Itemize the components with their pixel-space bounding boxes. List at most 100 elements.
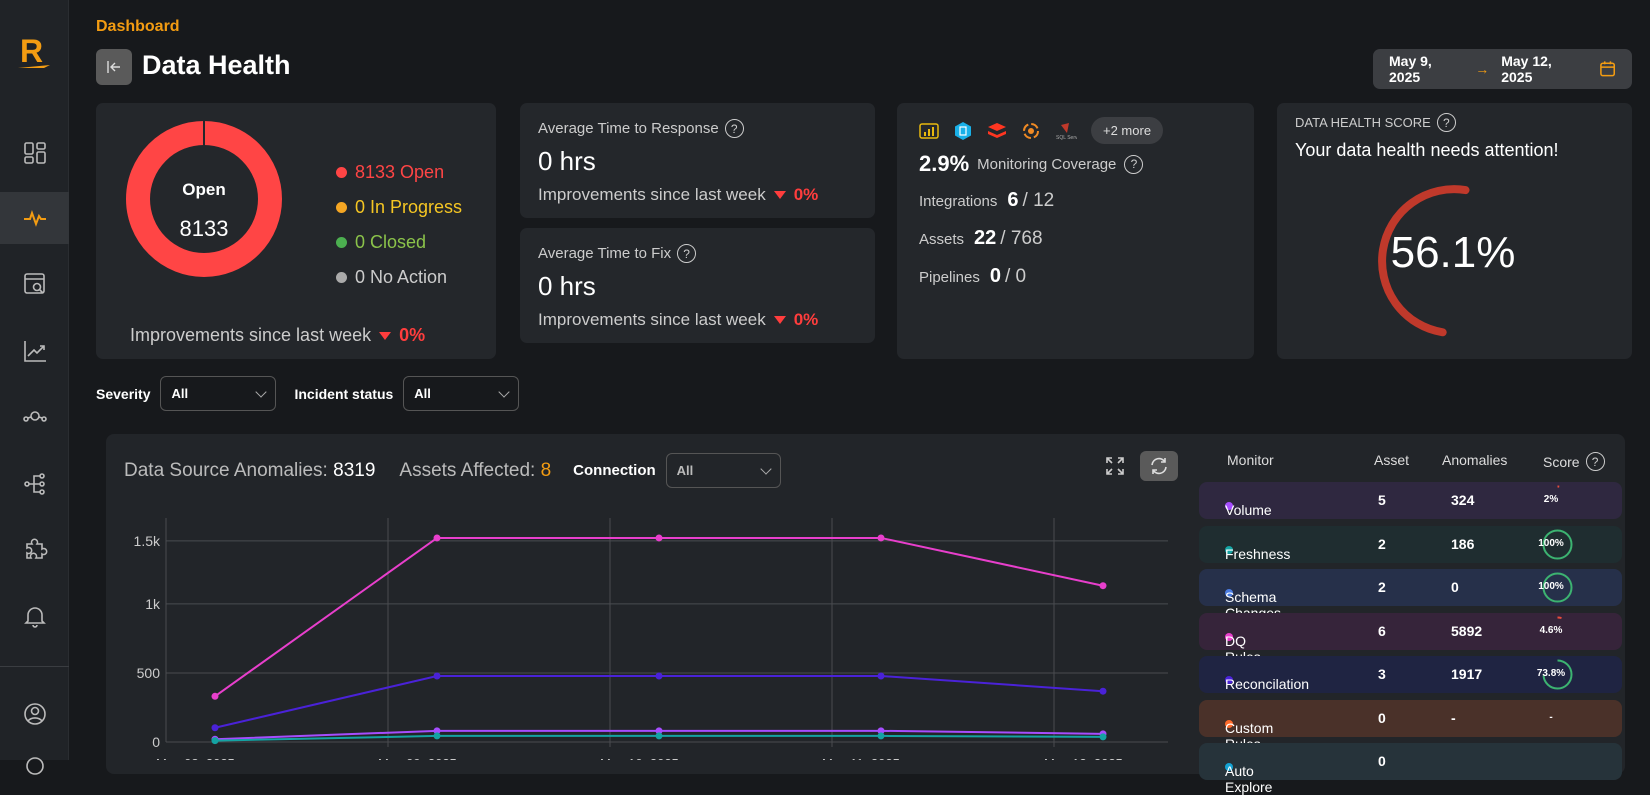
col-header-anomalies: Anomalies (1442, 452, 1508, 468)
gear-icon (25, 757, 44, 775)
legend-label: 8133 Open (355, 162, 445, 182)
browser-search-icon (23, 273, 45, 294)
sidebar: R (0, 0, 69, 775)
sidebar-item-dashboard[interactable] (0, 127, 69, 179)
help-icon[interactable]: ? (724, 119, 744, 138)
sidebar-item-settings[interactable] (0, 740, 69, 792)
monitor-label: Reconcilation (1225, 676, 1310, 692)
monitor-label: Auto Explore (1225, 763, 1273, 795)
sidebar-item-analytics[interactable] (0, 325, 69, 377)
sidebar-item-integrations[interactable] (0, 523, 69, 575)
sidebar-item-pipelines[interactable] (0, 391, 69, 443)
legend-closed[interactable]: 0 Closed (336, 232, 426, 253)
bell-icon (23, 607, 46, 628)
date-range-picker[interactable]: May 9, 2025 → May 12, 2025 (1373, 49, 1632, 89)
score-header-label: Score (1543, 453, 1580, 470)
expand-button[interactable] (1097, 451, 1133, 481)
avg-fix-card: Average Time to Fix? 0 hrs Improvements … (520, 228, 875, 343)
logo-icon[interactable]: R (14, 30, 54, 74)
y-tick-label: 0 (152, 734, 160, 750)
powerbi-icon (919, 122, 939, 139)
integrations-total: / 12 (1022, 190, 1055, 211)
improvement-value: 0% (793, 310, 819, 329)
table-row[interactable]: Custom Rules0-- (1199, 699, 1622, 752)
data-point (433, 732, 441, 740)
help-icon[interactable]: ? (1436, 113, 1456, 132)
sidebar-divider (0, 666, 69, 667)
data-point (1099, 733, 1107, 741)
table-row[interactable]: Reconcilation 3 1917 73.8% (1199, 656, 1622, 693)
sidebar-item-notifications[interactable] (0, 590, 69, 642)
anomalies-header: Data Source Anomalies: 8319 Assets Affec… (124, 453, 781, 488)
anomaly-count: 0 (1451, 579, 1459, 595)
card-value: 0 hrs (538, 146, 596, 176)
score-value: 100% (1538, 537, 1564, 549)
monitoring-coverage-card: SQL Server +2 more 2.9% Monitoring Cover… (897, 103, 1254, 359)
more-integrations-button[interactable]: +2 more (1091, 117, 1164, 144)
sidebar-item-explorer[interactable] (0, 258, 69, 310)
pipelines-label: Pipelines (919, 269, 980, 286)
asset-count: 0 (1378, 753, 1386, 769)
chevron-down-icon (255, 385, 268, 398)
table-row[interactable]: Freshness 2 186 100% (1199, 525, 1622, 563)
score-ring (1542, 529, 1573, 559)
legend-label: 0 No Action (355, 267, 448, 287)
table-row[interactable]: DQ Rules658924.6% (1199, 612, 1622, 665)
improvement-value: 0% (399, 325, 426, 345)
help-icon[interactable]: ? (1585, 452, 1605, 471)
breadcrumb[interactable]: Dashboard (96, 18, 180, 35)
score-value: 2% (1543, 494, 1559, 505)
score-ring (1542, 659, 1573, 690)
legend-dot (336, 272, 347, 283)
pipelines-value: 0 (989, 265, 1001, 287)
table-row[interactable]: Volume 5 324 2% (1199, 482, 1622, 519)
help-icon[interactable]: ? (1124, 154, 1144, 174)
assets-value: 22 (974, 227, 997, 249)
incident-donut (126, 121, 282, 277)
series-line-reconcilation (214, 675, 1104, 729)
coverage-label: Monitoring Coverage (977, 155, 1117, 173)
gauge-arc (1378, 185, 1470, 337)
chevron-down-icon (498, 385, 510, 398)
connection-select[interactable]: All (665, 453, 781, 488)
down-triangle-icon (379, 331, 392, 340)
data-point (211, 724, 219, 732)
data-point (877, 534, 885, 542)
col-header-score: Score? (1543, 452, 1605, 471)
refresh-button[interactable] (1140, 451, 1178, 481)
sidebar-item-lineage[interactable] (0, 458, 69, 510)
x-tick-label: May 12, 2025 (1044, 756, 1123, 760)
sql-server-icon: SQL Server (1056, 122, 1077, 141)
anomalies-title: Data Source Anomalies: (124, 459, 328, 481)
health-score-title: DATA HEALTH SCORE (1295, 115, 1431, 130)
sidebar-item-data-health[interactable] (0, 192, 69, 244)
data-point (655, 672, 663, 680)
user-icon (23, 703, 46, 725)
incident-status-select[interactable]: All (403, 376, 520, 411)
legend-in-progress[interactable]: 0 In Progress (336, 197, 462, 218)
table-row[interactable]: Schema Changes20100% (1199, 569, 1622, 621)
monitor-dot (1225, 676, 1233, 684)
collapse-button[interactable] (96, 49, 132, 85)
improvement-label: Improvements since last week (130, 325, 372, 345)
legend-label: 0 Closed (355, 232, 427, 252)
severity-select[interactable]: All (160, 376, 277, 411)
donut-center-value: 8133 (179, 216, 229, 241)
incidents-improvement: Improvements since last week 0% (130, 325, 425, 346)
legend-no-action[interactable]: 0 No Action (336, 267, 447, 288)
expand-icon (1106, 457, 1124, 475)
select-value: All (414, 386, 431, 401)
improvement-value: 0% (793, 185, 819, 204)
sidebar-item-profile[interactable] (0, 688, 69, 740)
table-row[interactable]: Auto Explore 0 (1199, 743, 1622, 795)
donut-center-label: Open (182, 180, 226, 199)
score-value: - (1549, 711, 1553, 723)
data-point (877, 672, 885, 680)
date-end: May 12, 2025 (1501, 53, 1552, 85)
improvement-label: Improvements since last week (538, 185, 766, 204)
data-point (655, 732, 663, 740)
help-icon[interactable]: ? (677, 244, 697, 263)
down-triangle-icon (773, 191, 786, 199)
date-start: May 9, 2025 (1389, 53, 1432, 85)
legend-open[interactable]: 8133 Open (336, 162, 444, 183)
